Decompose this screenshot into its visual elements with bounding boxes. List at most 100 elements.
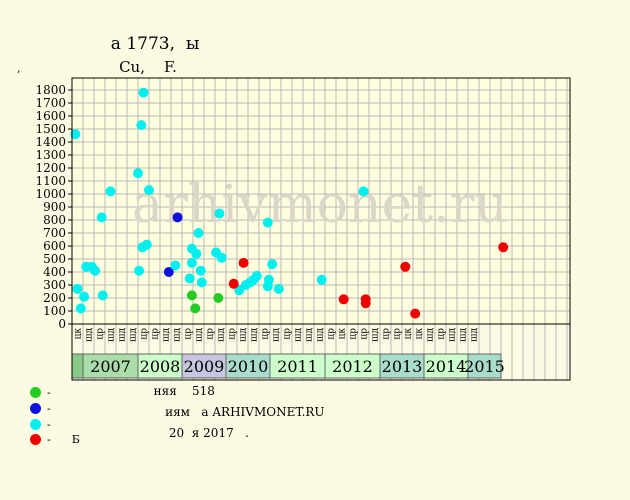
info-average-price: няя 518: [146, 384, 227, 398]
y-tick-label: 700: [43, 226, 66, 240]
data-point: [238, 257, 249, 268]
x-year-label: 2010: [228, 357, 269, 376]
x-year-label: 2008: [140, 357, 181, 376]
data-point: [196, 277, 207, 288]
y-tick-label: 1100: [35, 174, 66, 188]
data-point: [216, 252, 227, 263]
year-band: [225, 353, 271, 379]
info-date: 20 я 2017 .: [146, 426, 249, 440]
data-point: [134, 265, 145, 276]
x-month-label: цр: [382, 328, 392, 340]
x-month-label: цр: [327, 328, 337, 340]
x-month-label: шд: [118, 328, 128, 342]
y-tick-label: 600: [43, 239, 66, 253]
grid-lines: [72, 78, 570, 380]
y-tick-label: 1500: [35, 122, 66, 136]
legend-red-marker: [30, 434, 41, 445]
data-point: [410, 308, 421, 319]
data-point: [172, 212, 183, 223]
data-point: [316, 274, 327, 285]
data-point: [97, 290, 108, 301]
legend-red-label: - Б: [47, 433, 80, 446]
legend-blue-label: -: [47, 402, 65, 415]
data-point: [136, 120, 147, 131]
price-chart: arhivmonet.ru 01002003004005006007008009…: [35, 77, 571, 381]
x-month-label: цр: [140, 328, 150, 340]
data-point: [338, 294, 349, 305]
data-point: [214, 208, 225, 219]
x-month-label: цр: [261, 328, 271, 340]
year-band: [137, 353, 183, 379]
y-tick-label: 900: [43, 200, 66, 214]
x-month-label: цк: [338, 328, 348, 340]
y-tick-label: 400: [43, 265, 66, 279]
x-month-label: цр: [360, 328, 370, 340]
x-month-label: шд: [426, 328, 436, 342]
x-month-label: цр: [184, 328, 194, 340]
data-point: [90, 265, 101, 276]
y-tick-label: 300: [43, 278, 66, 292]
data-point: [186, 290, 197, 301]
data-point: [273, 283, 284, 294]
y-axis-ticks: 0100200300400500600700800900100011001200…: [35, 83, 72, 331]
y-tick-label: 1300: [35, 148, 66, 162]
x-month-label: шд: [371, 328, 381, 342]
x-axis-month-labels: цк шд цр шд шд шд цр цр шд шд цр шд цр шд цр шд шд цр шд цр…: [74, 328, 480, 342]
x-axis-frame: [71, 323, 571, 381]
x-month-label: шд: [162, 328, 172, 342]
y-tick-label: 0: [58, 317, 66, 331]
year-band: [71, 353, 84, 379]
y-tick-label: 1200: [35, 161, 66, 175]
data-point: [133, 168, 143, 179]
data-point: [163, 267, 174, 277]
year-band: [82, 353, 139, 379]
x-year-label: 2013: [382, 357, 423, 376]
data-point: [79, 291, 90, 302]
data-point: [190, 303, 201, 314]
data-point: [170, 260, 181, 271]
data-point: [213, 293, 224, 303]
data-point: [186, 257, 197, 268]
x-month-label: шд: [195, 328, 205, 342]
data-point: [251, 270, 262, 281]
y-tick-label: 1000: [35, 187, 66, 201]
data-point: [96, 212, 107, 223]
y-tick-label: 500: [43, 252, 66, 266]
y-tick-label: 1700: [35, 96, 66, 110]
x-month-label: цр: [437, 328, 447, 340]
data-point: [184, 273, 195, 284]
x-month-label: шд: [85, 328, 95, 342]
x-month-label: цр: [283, 328, 293, 340]
data-point: [228, 278, 239, 289]
data-point: [262, 217, 273, 228]
data-point: [400, 261, 411, 272]
x-month-label: цр: [206, 328, 216, 340]
year-band: [181, 353, 227, 379]
x-year-label: 2012: [332, 357, 373, 376]
x-month-label: шд: [129, 328, 139, 342]
legend-green-marker: [30, 387, 41, 398]
year-band: [324, 353, 381, 379]
data-point: [72, 283, 83, 294]
x-year-label: 2007: [90, 357, 131, 376]
x-month-label: шд: [305, 328, 315, 342]
watermark: arhivmonet.ru: [132, 175, 508, 235]
x-month-label: цр: [349, 328, 359, 340]
data-point: [70, 129, 81, 140]
data-point: [191, 248, 202, 259]
x-month-label: цр: [151, 328, 161, 340]
x-month-label: цр: [393, 328, 403, 340]
data-point: [498, 242, 509, 253]
y-tick-label: 100: [43, 304, 66, 318]
data-point: [105, 186, 116, 197]
legend-item-green: -: [30, 386, 65, 399]
x-month-label: цр: [96, 328, 106, 340]
info-source: иям а ARHIVMONET.RU: [146, 405, 325, 419]
y-tick-label: 800: [43, 213, 66, 227]
x-month-label: шд: [316, 328, 326, 342]
data-point: [141, 239, 152, 250]
x-year-label: 2014: [426, 357, 467, 376]
x-year-label: 2015: [464, 357, 505, 376]
data-point: [195, 265, 206, 276]
legend-cyan-label: -: [47, 418, 65, 431]
